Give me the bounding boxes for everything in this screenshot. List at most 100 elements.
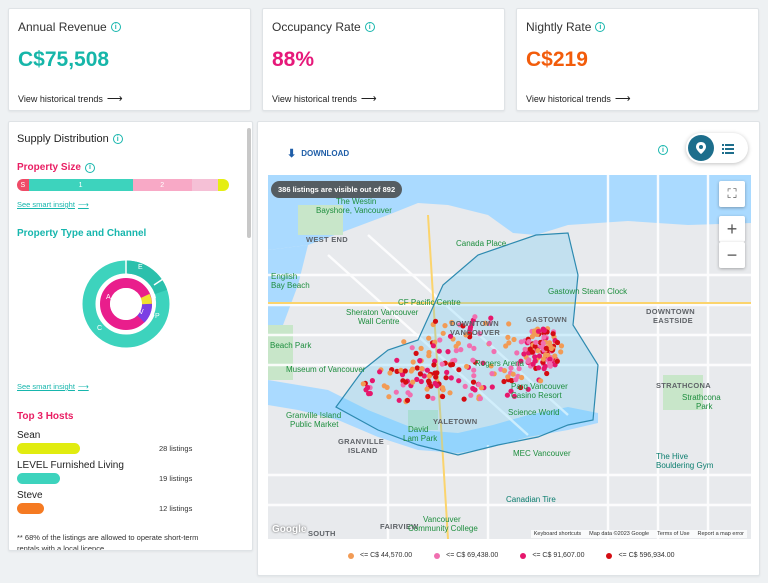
listing-marker[interactable] xyxy=(443,375,449,381)
listing-marker[interactable] xyxy=(541,327,548,333)
listing-marker[interactable] xyxy=(432,370,438,376)
listing-marker[interactable] xyxy=(552,353,558,359)
listing-marker[interactable] xyxy=(417,371,423,377)
info-icon[interactable]: i xyxy=(595,22,606,32)
listing-marker[interactable] xyxy=(536,365,542,371)
listing-marker[interactable] xyxy=(440,330,446,336)
type-channel-donut[interactable]: E P C A V xyxy=(81,259,171,349)
listing-marker[interactable] xyxy=(470,385,476,392)
listing-marker[interactable] xyxy=(440,393,446,400)
listing-marker[interactable] xyxy=(505,374,511,380)
info-icon[interactable]: i xyxy=(658,145,668,155)
listing-marker[interactable] xyxy=(548,345,554,352)
listing-marker[interactable] xyxy=(414,365,420,371)
listing-marker[interactable] xyxy=(426,335,432,341)
listing-marker[interactable] xyxy=(426,378,432,384)
listing-marker[interactable] xyxy=(398,367,404,373)
listing-marker[interactable] xyxy=(488,363,494,369)
listing-marker[interactable] xyxy=(447,390,453,396)
listing-marker[interactable] xyxy=(522,346,528,352)
listing-marker[interactable] xyxy=(506,321,512,327)
listing-marker[interactable] xyxy=(533,339,539,345)
listing-marker[interactable] xyxy=(516,366,522,372)
listing-marker[interactable] xyxy=(532,358,538,364)
listing-marker[interactable] xyxy=(519,374,525,381)
listing-marker[interactable] xyxy=(501,368,508,374)
listing-marker[interactable] xyxy=(461,396,467,402)
listing-marker[interactable] xyxy=(471,367,477,373)
smart-insight-link[interactable]: See smart insight ⟶ xyxy=(17,200,89,209)
listing-marker[interactable] xyxy=(401,339,407,345)
listing-marker[interactable] xyxy=(460,323,466,329)
listing-marker[interactable] xyxy=(445,349,451,355)
property-size-segment[interactable]: S xyxy=(17,179,29,191)
listing-marker[interactable] xyxy=(510,371,516,377)
listing-marker[interactable] xyxy=(425,393,431,400)
listing-marker[interactable] xyxy=(506,340,512,346)
listing-marker[interactable] xyxy=(436,348,442,354)
listing-marker[interactable] xyxy=(511,393,517,399)
listing-marker[interactable] xyxy=(540,340,546,346)
property-size-segment[interactable] xyxy=(218,179,229,191)
report-error-link[interactable]: Report a map error xyxy=(697,531,744,537)
listing-marker[interactable] xyxy=(505,334,511,340)
listing-marker[interactable] xyxy=(477,395,483,402)
listing-marker[interactable] xyxy=(455,340,461,346)
listing-marker[interactable] xyxy=(531,328,538,334)
listing-marker[interactable] xyxy=(418,378,424,385)
listing-marker[interactable] xyxy=(468,392,474,398)
listing-marker[interactable] xyxy=(482,320,489,326)
listing-marker[interactable] xyxy=(491,348,497,355)
listing-marker[interactable] xyxy=(431,362,437,368)
listing-marker[interactable] xyxy=(476,381,482,388)
listing-marker[interactable] xyxy=(419,366,425,372)
listing-marker[interactable] xyxy=(449,319,455,326)
listing-marker[interactable] xyxy=(544,370,550,377)
listing-marker[interactable] xyxy=(529,333,535,340)
listing-marker[interactable] xyxy=(424,367,430,373)
listing-marker[interactable] xyxy=(554,339,561,346)
listing-marker[interactable] xyxy=(471,373,477,379)
scrollbar[interactable] xyxy=(247,128,251,238)
map-area[interactable]: 386 listings are visible out of 892 ⛶ + … xyxy=(268,175,751,539)
listing-marker[interactable] xyxy=(432,380,438,386)
listing-marker[interactable] xyxy=(433,374,439,380)
listing-marker[interactable] xyxy=(547,356,553,362)
keyboard-shortcuts-link[interactable]: Keyboard shortcuts xyxy=(533,531,582,537)
view-trends-link[interactable]: View historical trends ⟶ xyxy=(526,93,631,105)
listing-marker[interactable] xyxy=(488,315,494,321)
listing-marker[interactable] xyxy=(456,367,462,373)
listing-marker[interactable] xyxy=(535,348,541,354)
listing-marker[interactable] xyxy=(386,394,392,400)
listing-marker[interactable] xyxy=(404,397,411,403)
listing-marker[interactable] xyxy=(409,366,416,372)
listing-marker[interactable] xyxy=(503,343,509,349)
listing-marker[interactable] xyxy=(554,358,560,364)
listing-marker[interactable] xyxy=(501,378,507,385)
listing-marker[interactable] xyxy=(518,358,524,364)
list-view-button[interactable] xyxy=(722,141,736,155)
info-icon[interactable]: i xyxy=(112,134,123,144)
info-icon[interactable]: i xyxy=(84,162,95,173)
listing-marker[interactable] xyxy=(426,353,432,359)
listing-marker[interactable] xyxy=(470,379,477,385)
listing-marker[interactable] xyxy=(366,391,372,397)
listing-marker[interactable] xyxy=(396,397,402,403)
listing-marker[interactable] xyxy=(525,358,531,364)
listing-marker[interactable] xyxy=(470,357,476,363)
listing-marker[interactable] xyxy=(410,379,416,385)
listing-marker[interactable] xyxy=(542,363,548,369)
listing-marker[interactable] xyxy=(424,386,430,392)
listing-marker[interactable] xyxy=(402,368,408,374)
listing-marker[interactable] xyxy=(450,358,456,364)
listing-marker[interactable] xyxy=(440,387,446,393)
listing-marker[interactable] xyxy=(456,378,462,384)
listing-marker[interactable] xyxy=(453,348,459,354)
listing-marker[interactable] xyxy=(384,384,390,390)
listing-marker[interactable] xyxy=(393,389,399,395)
zoom-out-button[interactable]: − xyxy=(719,242,745,268)
view-trends-link[interactable]: View historical trends ⟶ xyxy=(272,93,377,105)
listing-marker[interactable] xyxy=(394,357,400,363)
listing-marker[interactable] xyxy=(418,345,424,351)
listing-marker[interactable] xyxy=(550,331,556,337)
